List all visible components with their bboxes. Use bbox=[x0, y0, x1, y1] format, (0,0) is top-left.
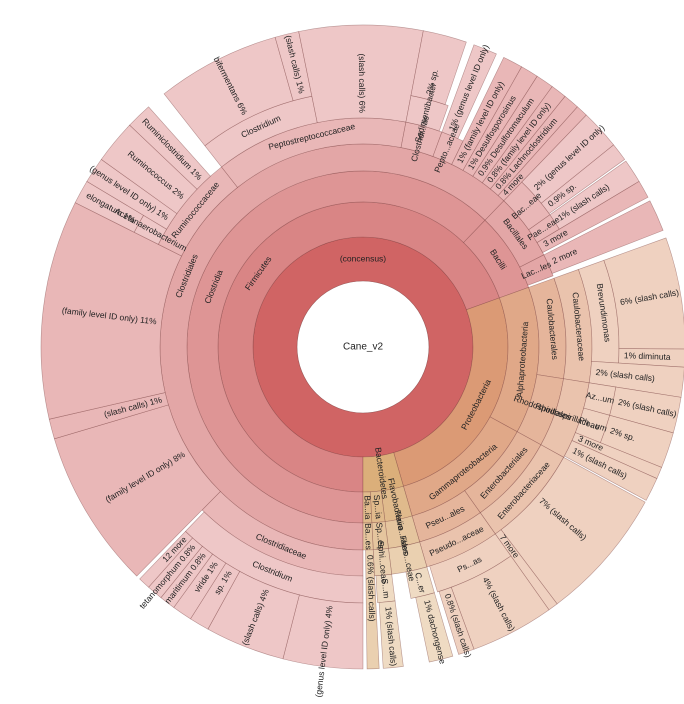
segment bbox=[86, 158, 178, 230]
segment bbox=[563, 440, 658, 501]
segment-label: Sp...es bbox=[374, 522, 386, 549]
segment-label: 1% diminuta bbox=[624, 350, 671, 362]
segment bbox=[139, 530, 193, 588]
segment bbox=[362, 452, 404, 493]
segment bbox=[432, 131, 464, 165]
segment bbox=[221, 117, 407, 188]
segment bbox=[148, 537, 203, 599]
segment bbox=[464, 431, 542, 514]
segment bbox=[160, 545, 213, 608]
segment bbox=[441, 44, 497, 139]
segment bbox=[450, 555, 550, 650]
segment bbox=[553, 269, 593, 384]
segment-label: 0.6% (slash calls) bbox=[365, 555, 377, 622]
segment bbox=[543, 200, 664, 274]
segment bbox=[274, 31, 313, 102]
segment bbox=[540, 144, 626, 214]
segment bbox=[157, 166, 238, 257]
segment bbox=[298, 24, 424, 123]
segment bbox=[375, 573, 396, 603]
segment bbox=[405, 95, 449, 132]
segment bbox=[100, 124, 198, 214]
segment bbox=[365, 549, 380, 670]
segment bbox=[603, 237, 684, 350]
segment bbox=[489, 95, 578, 196]
segment bbox=[410, 30, 467, 105]
segment bbox=[618, 348, 684, 368]
segment bbox=[405, 566, 435, 599]
segment bbox=[129, 106, 211, 190]
segment bbox=[463, 219, 529, 299]
segment bbox=[438, 586, 475, 655]
segment-label: Sp...ia bbox=[372, 494, 384, 519]
segment bbox=[173, 553, 227, 620]
root-label: Cane_v2 bbox=[343, 342, 383, 353]
segment-label: Ba...es bbox=[363, 523, 374, 550]
segment bbox=[163, 36, 294, 147]
segment bbox=[217, 201, 500, 493]
segment bbox=[519, 254, 554, 286]
segment-label: Sphi...ceae bbox=[376, 540, 390, 584]
segment bbox=[415, 592, 454, 663]
segment bbox=[201, 491, 364, 577]
segment bbox=[549, 160, 640, 230]
segment bbox=[185, 511, 364, 604]
segment-label: S...m bbox=[380, 578, 392, 599]
segment bbox=[472, 75, 553, 184]
segment bbox=[536, 180, 649, 253]
segment bbox=[40, 202, 182, 420]
segment bbox=[362, 522, 374, 551]
segment-label: (slash calls) 6% bbox=[357, 53, 367, 113]
segments bbox=[40, 24, 684, 670]
segment-label: Ba...ia bbox=[362, 495, 373, 520]
segment bbox=[384, 515, 421, 549]
segment bbox=[578, 259, 620, 364]
segment bbox=[378, 600, 404, 669]
segment bbox=[429, 533, 512, 593]
segment bbox=[362, 491, 373, 524]
segment bbox=[481, 86, 566, 190]
segment-label: (concensus) bbox=[340, 253, 386, 263]
segment bbox=[48, 392, 169, 440]
segment-label: C...er bbox=[413, 571, 428, 594]
segment bbox=[388, 541, 428, 575]
segment bbox=[372, 548, 393, 577]
